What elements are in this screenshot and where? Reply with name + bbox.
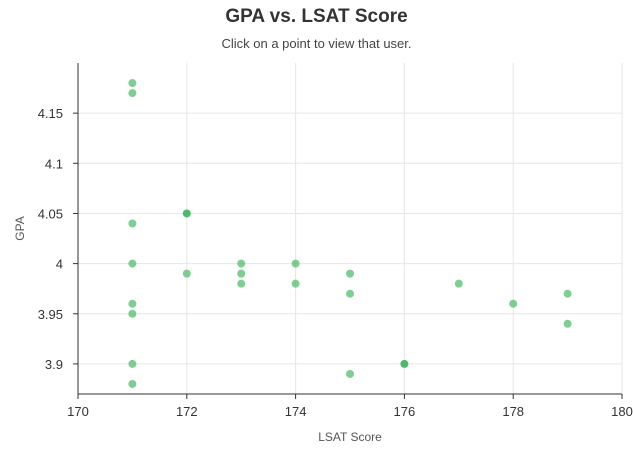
- data-point[interactable]: 171, 4.04: [128, 219, 137, 228]
- data-point[interactable]: 171, 3.96: [128, 299, 137, 308]
- x-tick-label: 176: [394, 404, 416, 419]
- y-tick-label: 4.1: [45, 156, 63, 171]
- axes: [77, 63, 622, 395]
- data-point[interactable]: 171, 3.88: [128, 379, 137, 388]
- data-point[interactable]: 176, 3.9: [400, 359, 409, 368]
- data-point[interactable]: 173, 4: [237, 259, 246, 268]
- x-tick-label: 180: [611, 404, 633, 419]
- x-tick-label: 170: [67, 404, 89, 419]
- y-tick-label: 4: [56, 257, 63, 272]
- y-axis-label: GPA: [13, 216, 27, 240]
- grid-lines: [78, 63, 623, 394]
- y-tick-label: 4.15: [38, 106, 63, 121]
- data-point[interactable]: 175, 3.97: [346, 289, 354, 298]
- data-point[interactable]: 172, 4.05: [182, 209, 191, 218]
- data-point[interactable]: 179, 3.97: [563, 289, 572, 298]
- data-point[interactable]: 177, 3.98: [454, 279, 463, 288]
- x-axis-label: LSAT Score: [318, 430, 382, 444]
- y-tick-label: 4.05: [38, 206, 63, 221]
- data-point[interactable]: 175, 3.99: [346, 269, 354, 278]
- data-point[interactable]: 173, 3.99: [237, 269, 246, 278]
- data-point[interactable]: 171, 4.17: [128, 89, 137, 98]
- data-point[interactable]: 171, 3.95: [128, 309, 137, 318]
- data-point[interactable]: 171, 4.18: [128, 79, 137, 88]
- chart-subtitle: Click on a point to view that user.: [221, 36, 412, 51]
- y-tick-label: 3.95: [38, 307, 63, 322]
- x-tick-label: 178: [502, 404, 524, 419]
- data-point[interactable]: 171, 3.9: [128, 359, 137, 368]
- x-axis-ticks: 170 172 174 176 178 180: [67, 394, 633, 419]
- x-tick-label: 174: [285, 404, 307, 419]
- data-point[interactable]: 179, 3.94: [563, 319, 572, 328]
- data-point[interactable]: 171, 4: [128, 259, 137, 268]
- data-point[interactable]: 175, 3.89: [346, 369, 354, 378]
- data-point[interactable]: 172, 3.99: [182, 269, 191, 278]
- y-tick-label: 3.9: [45, 357, 63, 372]
- data-point[interactable]: 174, 4: [291, 259, 300, 268]
- y-axis-ticks: 3.9 3.95 4 4.05 4.1 4.15: [38, 106, 78, 372]
- chart-title: GPA vs. LSAT Score: [225, 6, 408, 27]
- data-point[interactable]: 173, 3.98: [237, 279, 246, 288]
- data-point[interactable]: 178, 3.96: [509, 299, 518, 308]
- x-tick-label: 172: [176, 404, 198, 419]
- data-points[interactable]: 171, 4.18171, 4.17 171, 4.04 171, 4 171, 3.…: [128, 79, 572, 388]
- data-point[interactable]: 174, 3.98: [291, 279, 300, 288]
